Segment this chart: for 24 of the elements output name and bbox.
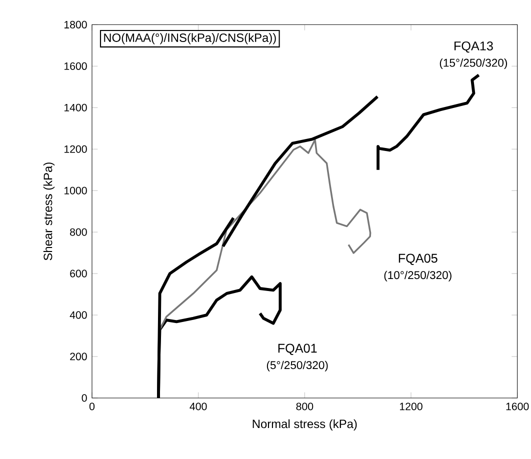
y-tick-label: 1400 — [64, 104, 87, 112]
y-tick-label: 1000 — [64, 186, 87, 194]
y-tick-label: 0 — [82, 394, 87, 402]
text: FQA05 — [398, 254, 438, 265]
annotation: NO(MAA(°)/INS(kPa)/CNS(kPa)) — [104, 33, 276, 44]
y-tick-label: 1200 — [64, 145, 87, 153]
x-axis-title: Normal stress (kPa) — [252, 419, 357, 430]
y-tick-label: 400 — [70, 311, 87, 319]
x-tick-label: 400 — [190, 402, 207, 410]
y-tick-label: 200 — [70, 352, 87, 360]
series-label: FQA01 — [278, 344, 317, 355]
y-axis-title: Shear stress (kPa) — [43, 162, 55, 260]
x-tick-label: 800 — [296, 402, 314, 410]
y-tick-label: 800 — [70, 228, 87, 236]
x-tick-label: 0 — [89, 402, 95, 410]
x-tick-label: 1200 — [400, 402, 422, 410]
x-tick-label: 1600 — [506, 402, 529, 410]
y-tick-label: 1800 — [64, 20, 87, 28]
annotation: (10°/250/320) — [384, 270, 452, 282]
text: FQA13 — [454, 41, 493, 53]
annotation: (15°/250/320) — [440, 58, 508, 70]
annotation: (5°/250/320) — [266, 360, 328, 372]
y-tick-label: 1600 — [64, 62, 87, 70]
y-tick-label: 600 — [70, 270, 87, 278]
